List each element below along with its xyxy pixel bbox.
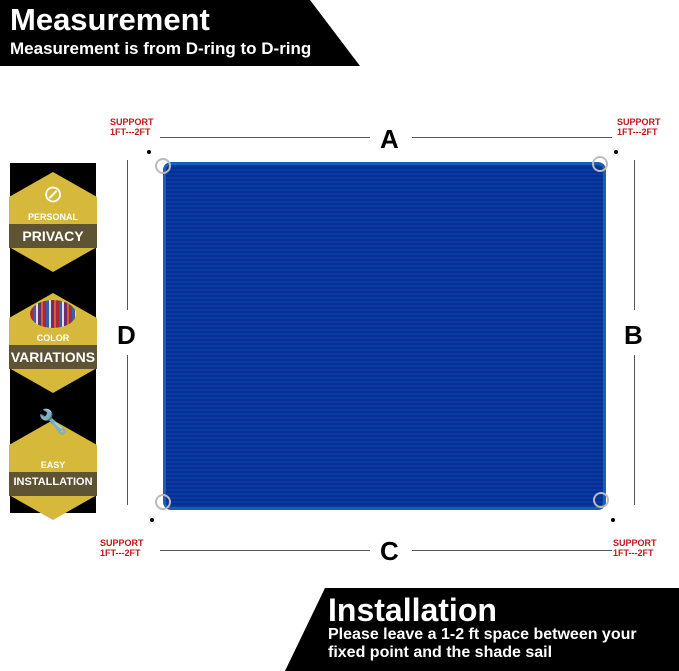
header-title: Measurement xyxy=(10,2,210,37)
wrench-hand-icon: 🔧 xyxy=(38,409,68,436)
dimension-line-d xyxy=(127,355,128,505)
anchor-point xyxy=(150,518,154,522)
shade-sail xyxy=(163,162,606,510)
anchor-point xyxy=(147,150,151,154)
badge-label-small: COLOR xyxy=(36,333,70,343)
badge-label-small: PERSONAL xyxy=(27,212,78,222)
dimension-a: A xyxy=(380,124,399,154)
support-label-tl: SUPPORT 1FT---2FT xyxy=(110,117,154,137)
dimension-line-c xyxy=(412,550,612,551)
dimension-line-c xyxy=(160,550,370,551)
badge-label: VARIATIONS xyxy=(10,349,96,365)
dimension-line-b xyxy=(634,355,635,505)
d-ring xyxy=(155,494,171,510)
dimension-b: B xyxy=(624,320,643,350)
dimension-c: C xyxy=(380,536,399,566)
badge-privacy xyxy=(9,172,97,272)
badge-band xyxy=(9,472,97,496)
d-ring xyxy=(155,158,171,174)
footer-banner xyxy=(285,588,679,671)
anchor-point xyxy=(614,150,618,154)
badge-label: INSTALLATION xyxy=(13,476,93,488)
anchor-point xyxy=(611,518,615,522)
d-ring xyxy=(593,492,609,508)
header-subtitle: Measurement is from D-ring to D-ring xyxy=(10,39,312,58)
dimension-line-d xyxy=(127,160,128,310)
support-label-tr: SUPPORT 1FT---2FT xyxy=(617,117,661,137)
badge-band xyxy=(9,345,97,369)
badge-band xyxy=(9,224,97,248)
footer-title: Installation xyxy=(328,592,497,628)
d-ring xyxy=(592,156,608,172)
dimension-line-b xyxy=(634,160,635,310)
header-banner xyxy=(0,0,360,66)
eye-slash-icon: ⊘ xyxy=(42,181,64,208)
dimension-line-a xyxy=(412,137,612,138)
dimension-line-a xyxy=(160,137,370,138)
color-stripes-icon xyxy=(30,300,76,328)
badge-label-small: EASY xyxy=(40,460,66,470)
footer-text: Please leave a 1-2 ft space between your… xyxy=(328,626,637,661)
support-label-bl: SUPPORT 1FT---2FT xyxy=(100,538,144,558)
support-label-br: SUPPORT 1FT---2FT xyxy=(613,538,657,558)
dimension-d: D xyxy=(117,320,136,350)
badge-label: PRIVACY xyxy=(22,228,84,244)
